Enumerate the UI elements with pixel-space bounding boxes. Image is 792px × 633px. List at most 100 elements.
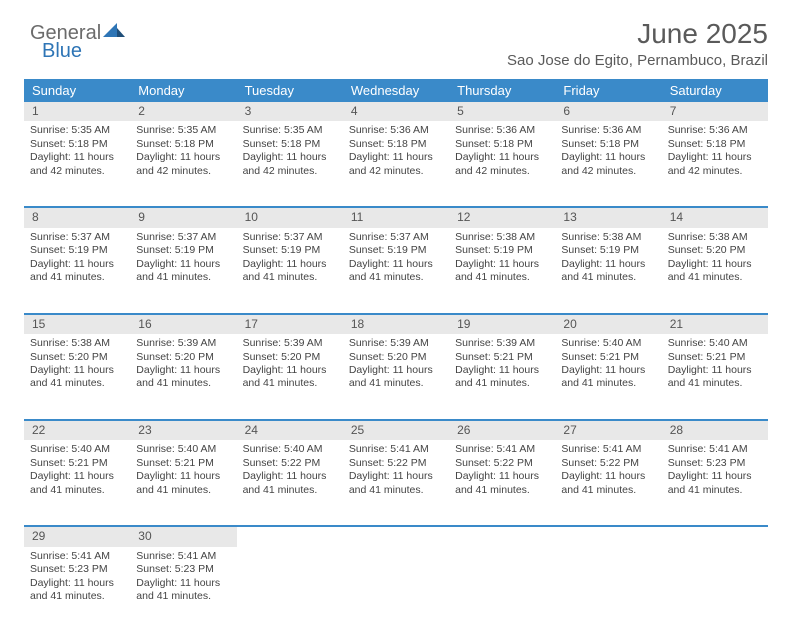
day-number-cell	[343, 526, 449, 546]
day-sunrise: Sunrise: 5:40 AM	[136, 443, 230, 456]
day-sunset: Sunset: 5:19 PM	[455, 244, 549, 257]
day-number-cell: 1	[24, 102, 130, 121]
day-number-cell: 23	[130, 420, 236, 440]
day-sunset: Sunset: 5:23 PM	[668, 457, 762, 470]
day-sunrise: Sunrise: 5:38 AM	[668, 231, 762, 244]
day-content-row: Sunrise: 5:37 AMSunset: 5:19 PMDaylight:…	[24, 228, 768, 314]
day-cell: Sunrise: 5:38 AMSunset: 5:19 PMDaylight:…	[449, 228, 555, 314]
day-daylight1: Daylight: 11 hours	[349, 258, 443, 271]
day-daylight2: and 41 minutes.	[455, 271, 549, 284]
day-sunset: Sunset: 5:22 PM	[455, 457, 549, 470]
day-sunrise: Sunrise: 5:39 AM	[349, 337, 443, 350]
day-number-row: 1234567	[24, 102, 768, 121]
day-daylight1: Daylight: 11 hours	[455, 470, 549, 483]
day-cell: Sunrise: 5:39 AMSunset: 5:20 PMDaylight:…	[343, 334, 449, 420]
day-number-cell	[237, 526, 343, 546]
day-sunrise: Sunrise: 5:40 AM	[668, 337, 762, 350]
day-sunrise: Sunrise: 5:37 AM	[136, 231, 230, 244]
day-daylight2: and 41 minutes.	[561, 484, 655, 497]
day-daylight1: Daylight: 11 hours	[30, 577, 124, 590]
day-sunrise: Sunrise: 5:36 AM	[349, 124, 443, 137]
day-daylight2: and 41 minutes.	[136, 590, 230, 603]
day-number-cell: 20	[555, 314, 661, 334]
day-cell: Sunrise: 5:41 AMSunset: 5:22 PMDaylight:…	[343, 440, 449, 526]
day-daylight2: and 42 minutes.	[243, 165, 337, 178]
day-daylight1: Daylight: 11 hours	[561, 470, 655, 483]
day-daylight2: and 41 minutes.	[30, 271, 124, 284]
day-cell	[343, 547, 449, 633]
day-sunrise: Sunrise: 5:40 AM	[243, 443, 337, 456]
day-sunrise: Sunrise: 5:38 AM	[455, 231, 549, 244]
day-sunset: Sunset: 5:21 PM	[455, 351, 549, 364]
day-sunrise: Sunrise: 5:36 AM	[455, 124, 549, 137]
day-number-cell: 5	[449, 102, 555, 121]
day-sunset: Sunset: 5:19 PM	[136, 244, 230, 257]
day-content-row: Sunrise: 5:40 AMSunset: 5:21 PMDaylight:…	[24, 440, 768, 526]
day-daylight1: Daylight: 11 hours	[243, 364, 337, 377]
day-number-cell: 17	[237, 314, 343, 334]
day-sunrise: Sunrise: 5:35 AM	[136, 124, 230, 137]
day-sunset: Sunset: 5:18 PM	[136, 138, 230, 151]
day-cell: Sunrise: 5:36 AMSunset: 5:18 PMDaylight:…	[555, 121, 661, 207]
day-header: Thursday	[449, 79, 555, 102]
day-daylight2: and 41 minutes.	[455, 377, 549, 390]
day-cell: Sunrise: 5:37 AMSunset: 5:19 PMDaylight:…	[24, 228, 130, 314]
day-header-row: Sunday Monday Tuesday Wednesday Thursday…	[24, 79, 768, 102]
day-daylight1: Daylight: 11 hours	[136, 151, 230, 164]
location-subtitle: Sao Jose do Egito, Pernambuco, Brazil	[24, 52, 768, 69]
day-cell	[555, 547, 661, 633]
day-sunrise: Sunrise: 5:37 AM	[349, 231, 443, 244]
day-cell	[449, 547, 555, 633]
day-cell: Sunrise: 5:40 AMSunset: 5:22 PMDaylight:…	[237, 440, 343, 526]
day-daylight2: and 41 minutes.	[349, 271, 443, 284]
day-number-cell: 13	[555, 207, 661, 227]
day-cell: Sunrise: 5:38 AMSunset: 5:20 PMDaylight:…	[662, 228, 768, 314]
day-sunrise: Sunrise: 5:41 AM	[668, 443, 762, 456]
day-number-cell: 21	[662, 314, 768, 334]
day-number-cell: 25	[343, 420, 449, 440]
day-sunset: Sunset: 5:19 PM	[243, 244, 337, 257]
day-cell: Sunrise: 5:40 AMSunset: 5:21 PMDaylight:…	[24, 440, 130, 526]
day-daylight1: Daylight: 11 hours	[349, 470, 443, 483]
day-number-cell: 28	[662, 420, 768, 440]
day-daylight1: Daylight: 11 hours	[668, 364, 762, 377]
day-daylight1: Daylight: 11 hours	[668, 258, 762, 271]
day-sunrise: Sunrise: 5:36 AM	[561, 124, 655, 137]
day-number-cell	[662, 526, 768, 546]
day-cell: Sunrise: 5:41 AMSunset: 5:23 PMDaylight:…	[662, 440, 768, 526]
day-number-cell: 2	[130, 102, 236, 121]
day-daylight1: Daylight: 11 hours	[136, 470, 230, 483]
day-sunset: Sunset: 5:22 PM	[561, 457, 655, 470]
day-sunset: Sunset: 5:18 PM	[668, 138, 762, 151]
day-daylight2: and 42 minutes.	[136, 165, 230, 178]
day-daylight2: and 41 minutes.	[136, 484, 230, 497]
day-number-cell: 29	[24, 526, 130, 546]
header: June 2025 Sao Jose do Egito, Pernambuco,…	[24, 18, 768, 69]
day-header: Tuesday	[237, 79, 343, 102]
day-content-row: Sunrise: 5:41 AMSunset: 5:23 PMDaylight:…	[24, 547, 768, 633]
day-daylight2: and 41 minutes.	[30, 590, 124, 603]
day-sunrise: Sunrise: 5:35 AM	[243, 124, 337, 137]
day-sunrise: Sunrise: 5:41 AM	[30, 550, 124, 563]
day-number-cell: 30	[130, 526, 236, 546]
day-sunset: Sunset: 5:18 PM	[30, 138, 124, 151]
brand-part2: Blue	[42, 40, 82, 63]
day-sunset: Sunset: 5:20 PM	[136, 351, 230, 364]
day-sunrise: Sunrise: 5:39 AM	[136, 337, 230, 350]
day-cell: Sunrise: 5:40 AMSunset: 5:21 PMDaylight:…	[662, 334, 768, 420]
day-cell: Sunrise: 5:39 AMSunset: 5:20 PMDaylight:…	[130, 334, 236, 420]
day-sunrise: Sunrise: 5:37 AM	[243, 231, 337, 244]
day-header: Saturday	[662, 79, 768, 102]
day-sunrise: Sunrise: 5:39 AM	[455, 337, 549, 350]
day-number-cell: 10	[237, 207, 343, 227]
day-header: Friday	[555, 79, 661, 102]
day-cell: Sunrise: 5:41 AMSunset: 5:22 PMDaylight:…	[555, 440, 661, 526]
day-number-cell: 11	[343, 207, 449, 227]
day-cell: Sunrise: 5:41 AMSunset: 5:23 PMDaylight:…	[24, 547, 130, 633]
brand-mark-icon	[103, 22, 125, 45]
day-daylight2: and 41 minutes.	[30, 484, 124, 497]
day-cell: Sunrise: 5:37 AMSunset: 5:19 PMDaylight:…	[130, 228, 236, 314]
day-daylight1: Daylight: 11 hours	[455, 151, 549, 164]
day-daylight1: Daylight: 11 hours	[30, 258, 124, 271]
day-daylight2: and 41 minutes.	[30, 377, 124, 390]
